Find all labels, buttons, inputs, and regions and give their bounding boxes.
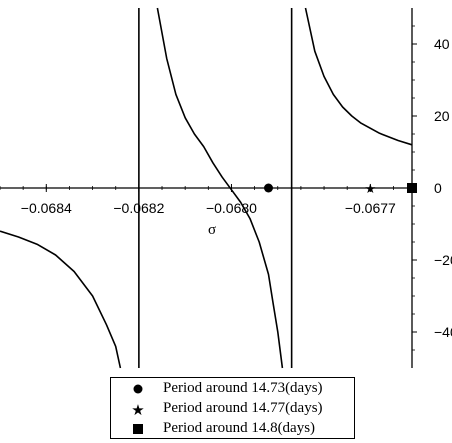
circle-marker [263, 183, 273, 193]
svg-text:★: ★ [131, 402, 144, 416]
legend-item-square: Period around 14.8(days) [111, 419, 354, 438]
star-marker-icon: ★ [131, 402, 144, 416]
curve-branch [0, 230, 122, 369]
x-axis-title: σ [208, 222, 216, 238]
legend-item-star: ★ Period around 14.77(days) [111, 399, 354, 418]
x-tick-label: −0.0684 [21, 200, 72, 216]
square-marker [407, 183, 417, 193]
y-tick-label: 20 [434, 108, 450, 124]
x-tick-label: −0.0680 [206, 200, 257, 216]
y-tick-label: −40 [434, 324, 452, 340]
curve-branch [304, 7, 413, 146]
legend-item-circle: Period around 14.73(days) [111, 379, 354, 398]
legend: Period around 14.73(days) ★ Period aroun… [110, 377, 355, 439]
legend-label: Period around 14.73(days) [163, 380, 323, 396]
y-tick-label: −20 [434, 252, 452, 268]
x-tick-label: −0.0677 [345, 200, 396, 216]
legend-label: Period around 14.8(days) [163, 420, 316, 436]
y-tick-label: 0 [434, 180, 442, 196]
legend-label: Period around 14.77(days) [163, 400, 323, 416]
y-tick-label: 40 [434, 36, 450, 52]
star-marker: ★ [365, 182, 377, 197]
circle-marker-icon [133, 384, 143, 394]
square-marker-icon [133, 424, 143, 434]
curve-branch [156, 7, 284, 369]
